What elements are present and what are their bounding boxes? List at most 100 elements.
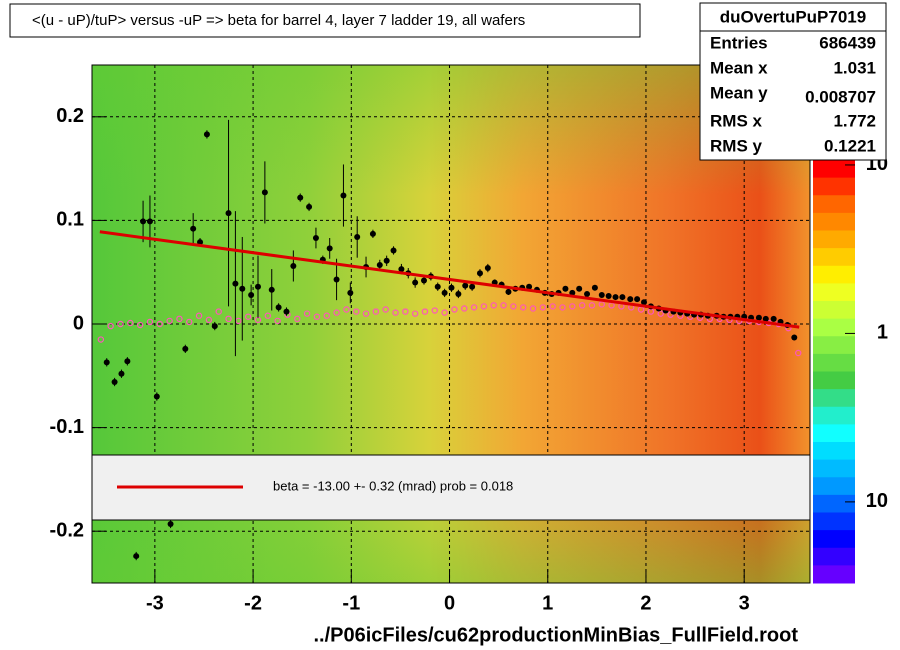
point <box>225 315 232 323</box>
point <box>107 322 114 330</box>
palette-cell <box>813 195 855 214</box>
point <box>569 303 576 310</box>
point <box>264 312 272 319</box>
point <box>598 291 605 298</box>
y-tick-label: 0.2 <box>56 105 84 127</box>
palette-cell <box>813 283 855 302</box>
point <box>398 266 405 273</box>
point <box>392 309 399 316</box>
point <box>469 283 476 290</box>
point <box>510 303 517 310</box>
point <box>598 301 605 308</box>
y-tick-label: -0.1 <box>50 416 84 438</box>
y-tick-label: 0.1 <box>56 209 84 231</box>
legend: beta = -13.00 +- 0.32 (mrad) prob = 0.01… <box>117 478 513 493</box>
point <box>505 288 512 295</box>
point <box>197 239 204 246</box>
point <box>146 318 154 326</box>
point <box>124 358 131 365</box>
point <box>353 308 360 315</box>
point <box>274 317 281 325</box>
point <box>448 284 455 291</box>
point <box>146 218 153 225</box>
point <box>297 194 304 201</box>
point <box>634 296 641 303</box>
point <box>470 304 478 311</box>
point <box>612 294 619 301</box>
point <box>770 315 777 322</box>
point <box>591 284 598 291</box>
z-tick-label: 10 <box>866 490 888 512</box>
point <box>441 309 448 316</box>
plot-frame <box>91 64 811 584</box>
palette-cell <box>813 459 855 478</box>
point <box>441 289 448 296</box>
palette-cell <box>813 336 855 355</box>
point <box>156 320 163 328</box>
point <box>268 286 275 293</box>
point <box>480 303 488 310</box>
z-tick-label: 1 <box>877 322 888 344</box>
point <box>153 393 160 400</box>
point <box>605 293 612 300</box>
point <box>490 302 497 309</box>
point <box>390 247 397 254</box>
point <box>244 313 252 320</box>
point <box>362 310 370 317</box>
point <box>333 309 340 316</box>
stats-value: 0.1221 <box>824 136 876 155</box>
point <box>333 276 340 283</box>
x-axis-label: ../P06icFiles/cu62productionMinBias_Full… <box>313 624 798 646</box>
point <box>343 306 350 313</box>
x-tick-label: -1 <box>342 592 360 614</box>
point <box>549 303 556 310</box>
point <box>657 310 664 317</box>
point <box>136 321 144 329</box>
palette-cell <box>813 230 855 249</box>
palette-cell <box>813 248 855 267</box>
palette-cell <box>813 406 855 425</box>
point <box>372 308 380 315</box>
point <box>290 262 297 269</box>
palette-cell <box>813 160 855 179</box>
palette-cell <box>813 371 855 390</box>
palette-cell <box>813 177 855 196</box>
point <box>476 270 483 277</box>
point <box>239 285 246 292</box>
point <box>275 304 282 311</box>
point <box>383 257 390 264</box>
stats-label: Entries <box>710 33 768 52</box>
point <box>133 553 140 560</box>
palette-cell <box>813 477 855 496</box>
point <box>326 245 333 252</box>
point <box>484 265 491 272</box>
point <box>166 317 173 325</box>
stats-rows: Entries 686439 Mean x 1.031 Mean y 0.008707 RM… <box>710 33 876 155</box>
point <box>762 315 769 322</box>
point <box>411 310 419 317</box>
chart-title: <(u - uP)/tuP> versus -uP => beta for ba… <box>32 12 525 29</box>
stats-label: RMS y <box>710 136 763 155</box>
point <box>402 308 409 315</box>
point <box>117 320 124 328</box>
point <box>167 520 174 527</box>
point <box>186 318 193 326</box>
point <box>500 302 507 309</box>
point <box>140 218 147 225</box>
point <box>248 291 255 298</box>
stats-value: 686439 <box>819 33 876 52</box>
x-tick-label: 1 <box>542 592 553 614</box>
point <box>176 315 183 323</box>
point <box>420 277 427 284</box>
stats-value: 1.772 <box>833 111 876 130</box>
point <box>559 304 566 311</box>
point <box>195 312 203 319</box>
point <box>455 290 462 297</box>
point <box>232 280 239 287</box>
point <box>431 307 438 314</box>
point <box>190 225 197 232</box>
palette-cell <box>813 442 855 461</box>
point <box>312 235 319 242</box>
point <box>382 306 389 313</box>
